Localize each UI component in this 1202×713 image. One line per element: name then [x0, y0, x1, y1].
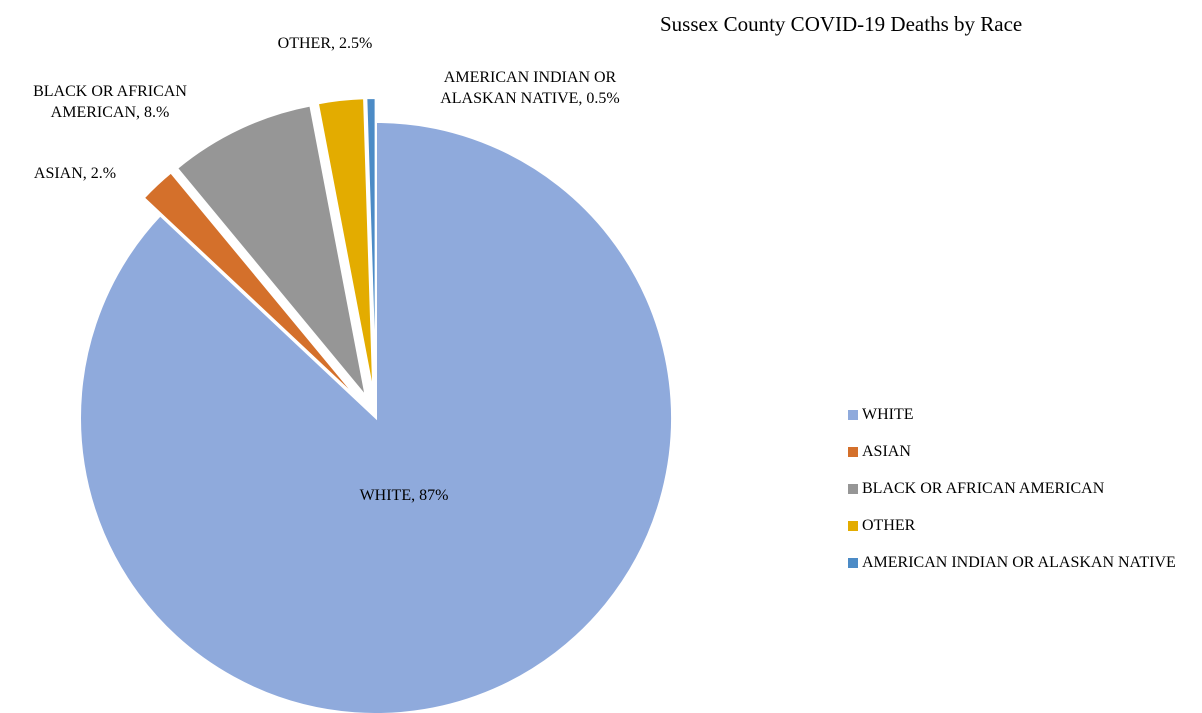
data-label-asian: ASIAN, 2.% — [34, 165, 116, 182]
legend-label: WHITE — [862, 406, 914, 423]
chart-title: Sussex County COVID-19 Deaths by Race — [660, 12, 1023, 36]
pie-slice-asian — [142, 171, 361, 402]
legend-item: WHITE — [848, 405, 1198, 425]
data-label-other: OTHER, 2.5% — [278, 35, 373, 52]
legend-label: AMERICAN INDIAN OR ALASKAN NATIVE — [862, 554, 1176, 571]
legend-label: BLACK OR AFRICAN AMERICAN — [862, 480, 1105, 497]
legend-swatch — [848, 410, 858, 420]
pie-chart: WHITE, 87% ASIAN, 2.% BLACK OR AFRICAN AMER… — [33, 35, 673, 713]
legend-swatch — [848, 484, 858, 494]
pie-slice-white — [79, 120, 673, 713]
data-label-white: WHITE, 87% — [360, 487, 449, 504]
pie-slice-other — [316, 97, 375, 395]
legend-swatch — [848, 558, 858, 568]
legend-item: BLACK OR AFRICAN AMERICAN — [848, 479, 1198, 499]
pie-slice-american-indian-or-alaskan-native — [365, 97, 377, 395]
data-label-american-indian-or-alaskan-native: AMERICAN INDIAN OR ALASKAN NATIVE, 0.5% — [440, 69, 620, 107]
legend-item: ASIAN — [848, 442, 1198, 462]
legend-label: ASIAN — [862, 443, 911, 460]
legend-swatch — [848, 521, 858, 531]
data-label-black-or-african-american: BLACK OR AFRICAN AMERICAN, 8.% — [33, 83, 187, 121]
legend-label: OTHER — [862, 517, 916, 534]
legend: WHITE ASIAN BLACK OR AFRICAN AMERICAN OTHER… — [848, 405, 1198, 590]
legend-item: AMERICAN INDIAN OR ALASKAN NATIVE — [848, 553, 1198, 573]
legend-swatch — [848, 447, 858, 457]
legend-item: OTHER — [848, 516, 1198, 536]
pie-slice-black-or-african-american — [175, 104, 367, 397]
